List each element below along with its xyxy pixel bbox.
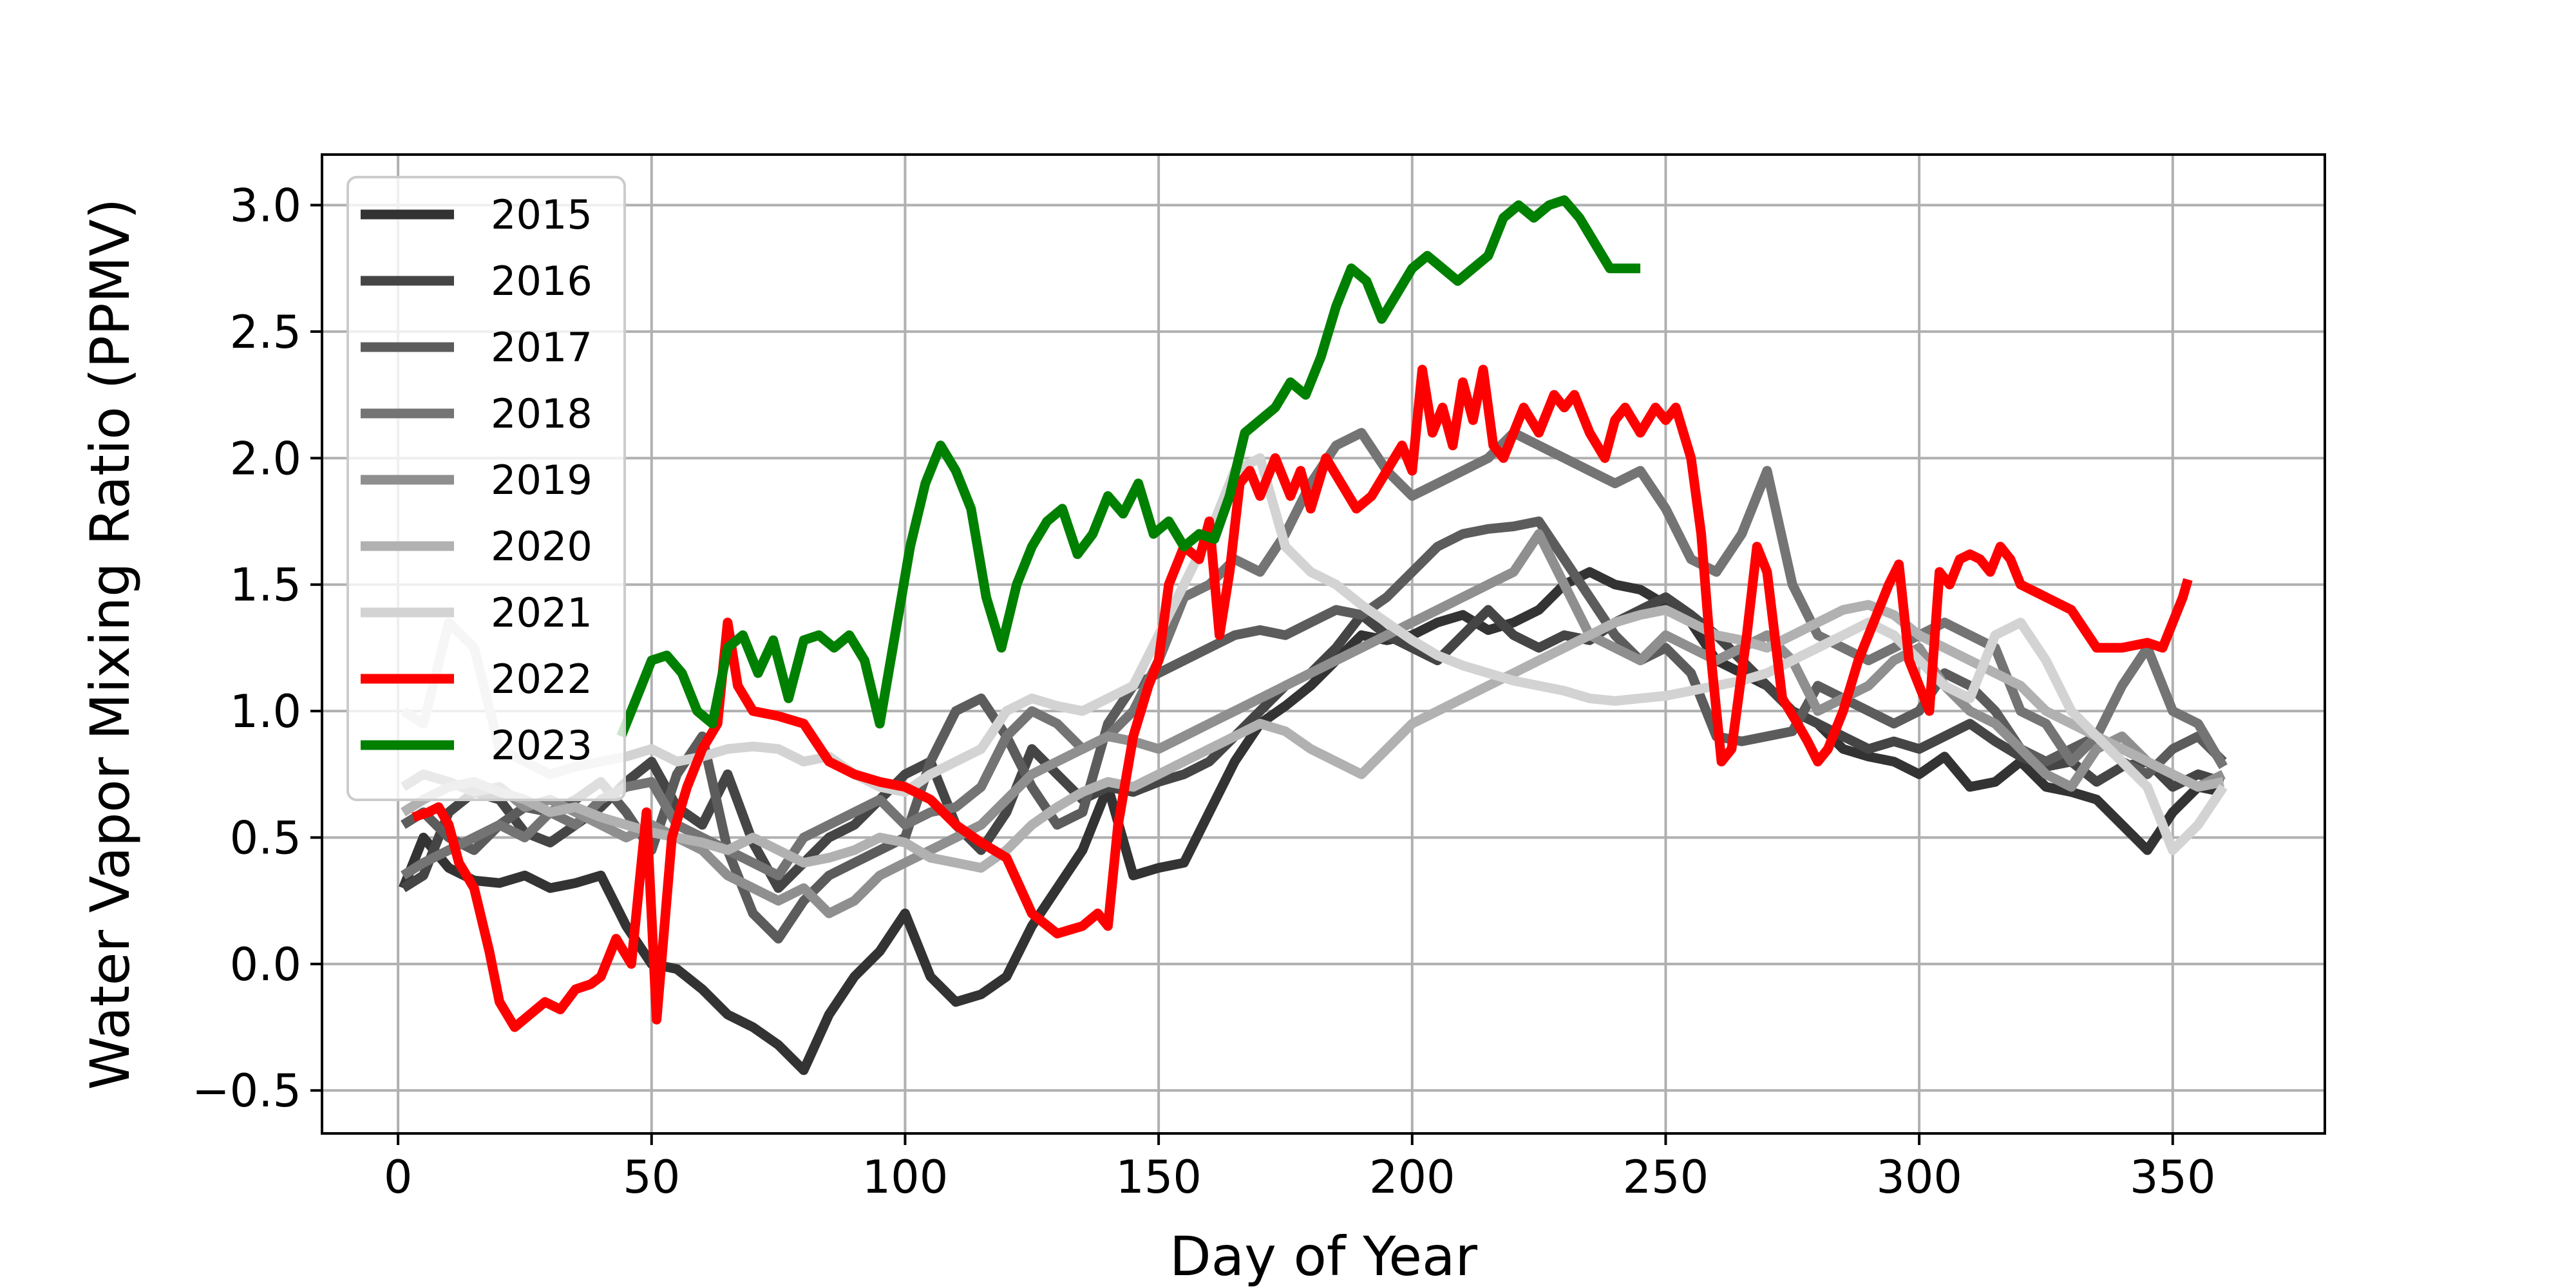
legend-label-2015: 2015 <box>491 191 592 238</box>
legend-box <box>346 176 626 801</box>
legend-label-2020: 2020 <box>491 523 592 570</box>
plot-frame <box>321 153 2326 1135</box>
legend-label-2016: 2016 <box>491 258 592 305</box>
x-tick-label: 300 <box>1876 1151 1962 1204</box>
y-tick-label: 1.5 <box>230 559 301 612</box>
y-tick-label: 0.5 <box>230 811 301 864</box>
legend-label-2019: 2019 <box>491 457 592 504</box>
series-line-2015 <box>399 567 2224 1075</box>
series-line-2020 <box>401 600 2224 873</box>
x-axis-title: Day of Year <box>1170 1225 1478 1288</box>
y-tick-label: 1.0 <box>230 685 301 738</box>
y-tick-label: 2.5 <box>230 306 301 359</box>
x-tick-label: 200 <box>1369 1151 1455 1204</box>
x-tick-label: 250 <box>1623 1151 1709 1204</box>
x-tick-label: 0 <box>384 1151 413 1204</box>
y-tick-label: −0.5 <box>192 1065 301 1117</box>
legend-label-2021: 2021 <box>491 589 592 636</box>
x-tick-label: 50 <box>623 1151 680 1204</box>
series-line-2017 <box>401 516 2227 944</box>
legend-label-2023: 2023 <box>491 722 592 769</box>
y-tick-label: 3.0 <box>230 180 301 232</box>
x-axis-ticks: 0 50 100 150 200 250 300 350 <box>384 1133 2216 1204</box>
x-tick-label: 350 <box>2130 1151 2216 1204</box>
series-line-2023 <box>616 195 1641 739</box>
legend-label-2018: 2018 <box>491 390 592 437</box>
y-tick-label: 2.0 <box>230 432 301 485</box>
y-axis-title: Water Vapor Mixing Ratio (PPMV) <box>79 198 142 1090</box>
x-tick-label: 150 <box>1115 1151 1202 1204</box>
legend: 2015 2016 2017 2018 2019 2020 2021 2022 2023 <box>346 176 626 801</box>
series-lines <box>399 195 2228 1075</box>
y-tick-label: 0.0 <box>230 938 301 991</box>
series-line-2022 <box>412 365 2193 1032</box>
x-tick-label: 100 <box>862 1151 949 1204</box>
series-line-2019 <box>401 529 2226 918</box>
legend-label-2022: 2022 <box>491 656 592 703</box>
y-axis-ticks: −0.5 0.0 0.5 1.0 1.5 2.0 2.5 3.0 <box>192 180 322 1117</box>
legend-label-2017: 2017 <box>491 324 592 371</box>
